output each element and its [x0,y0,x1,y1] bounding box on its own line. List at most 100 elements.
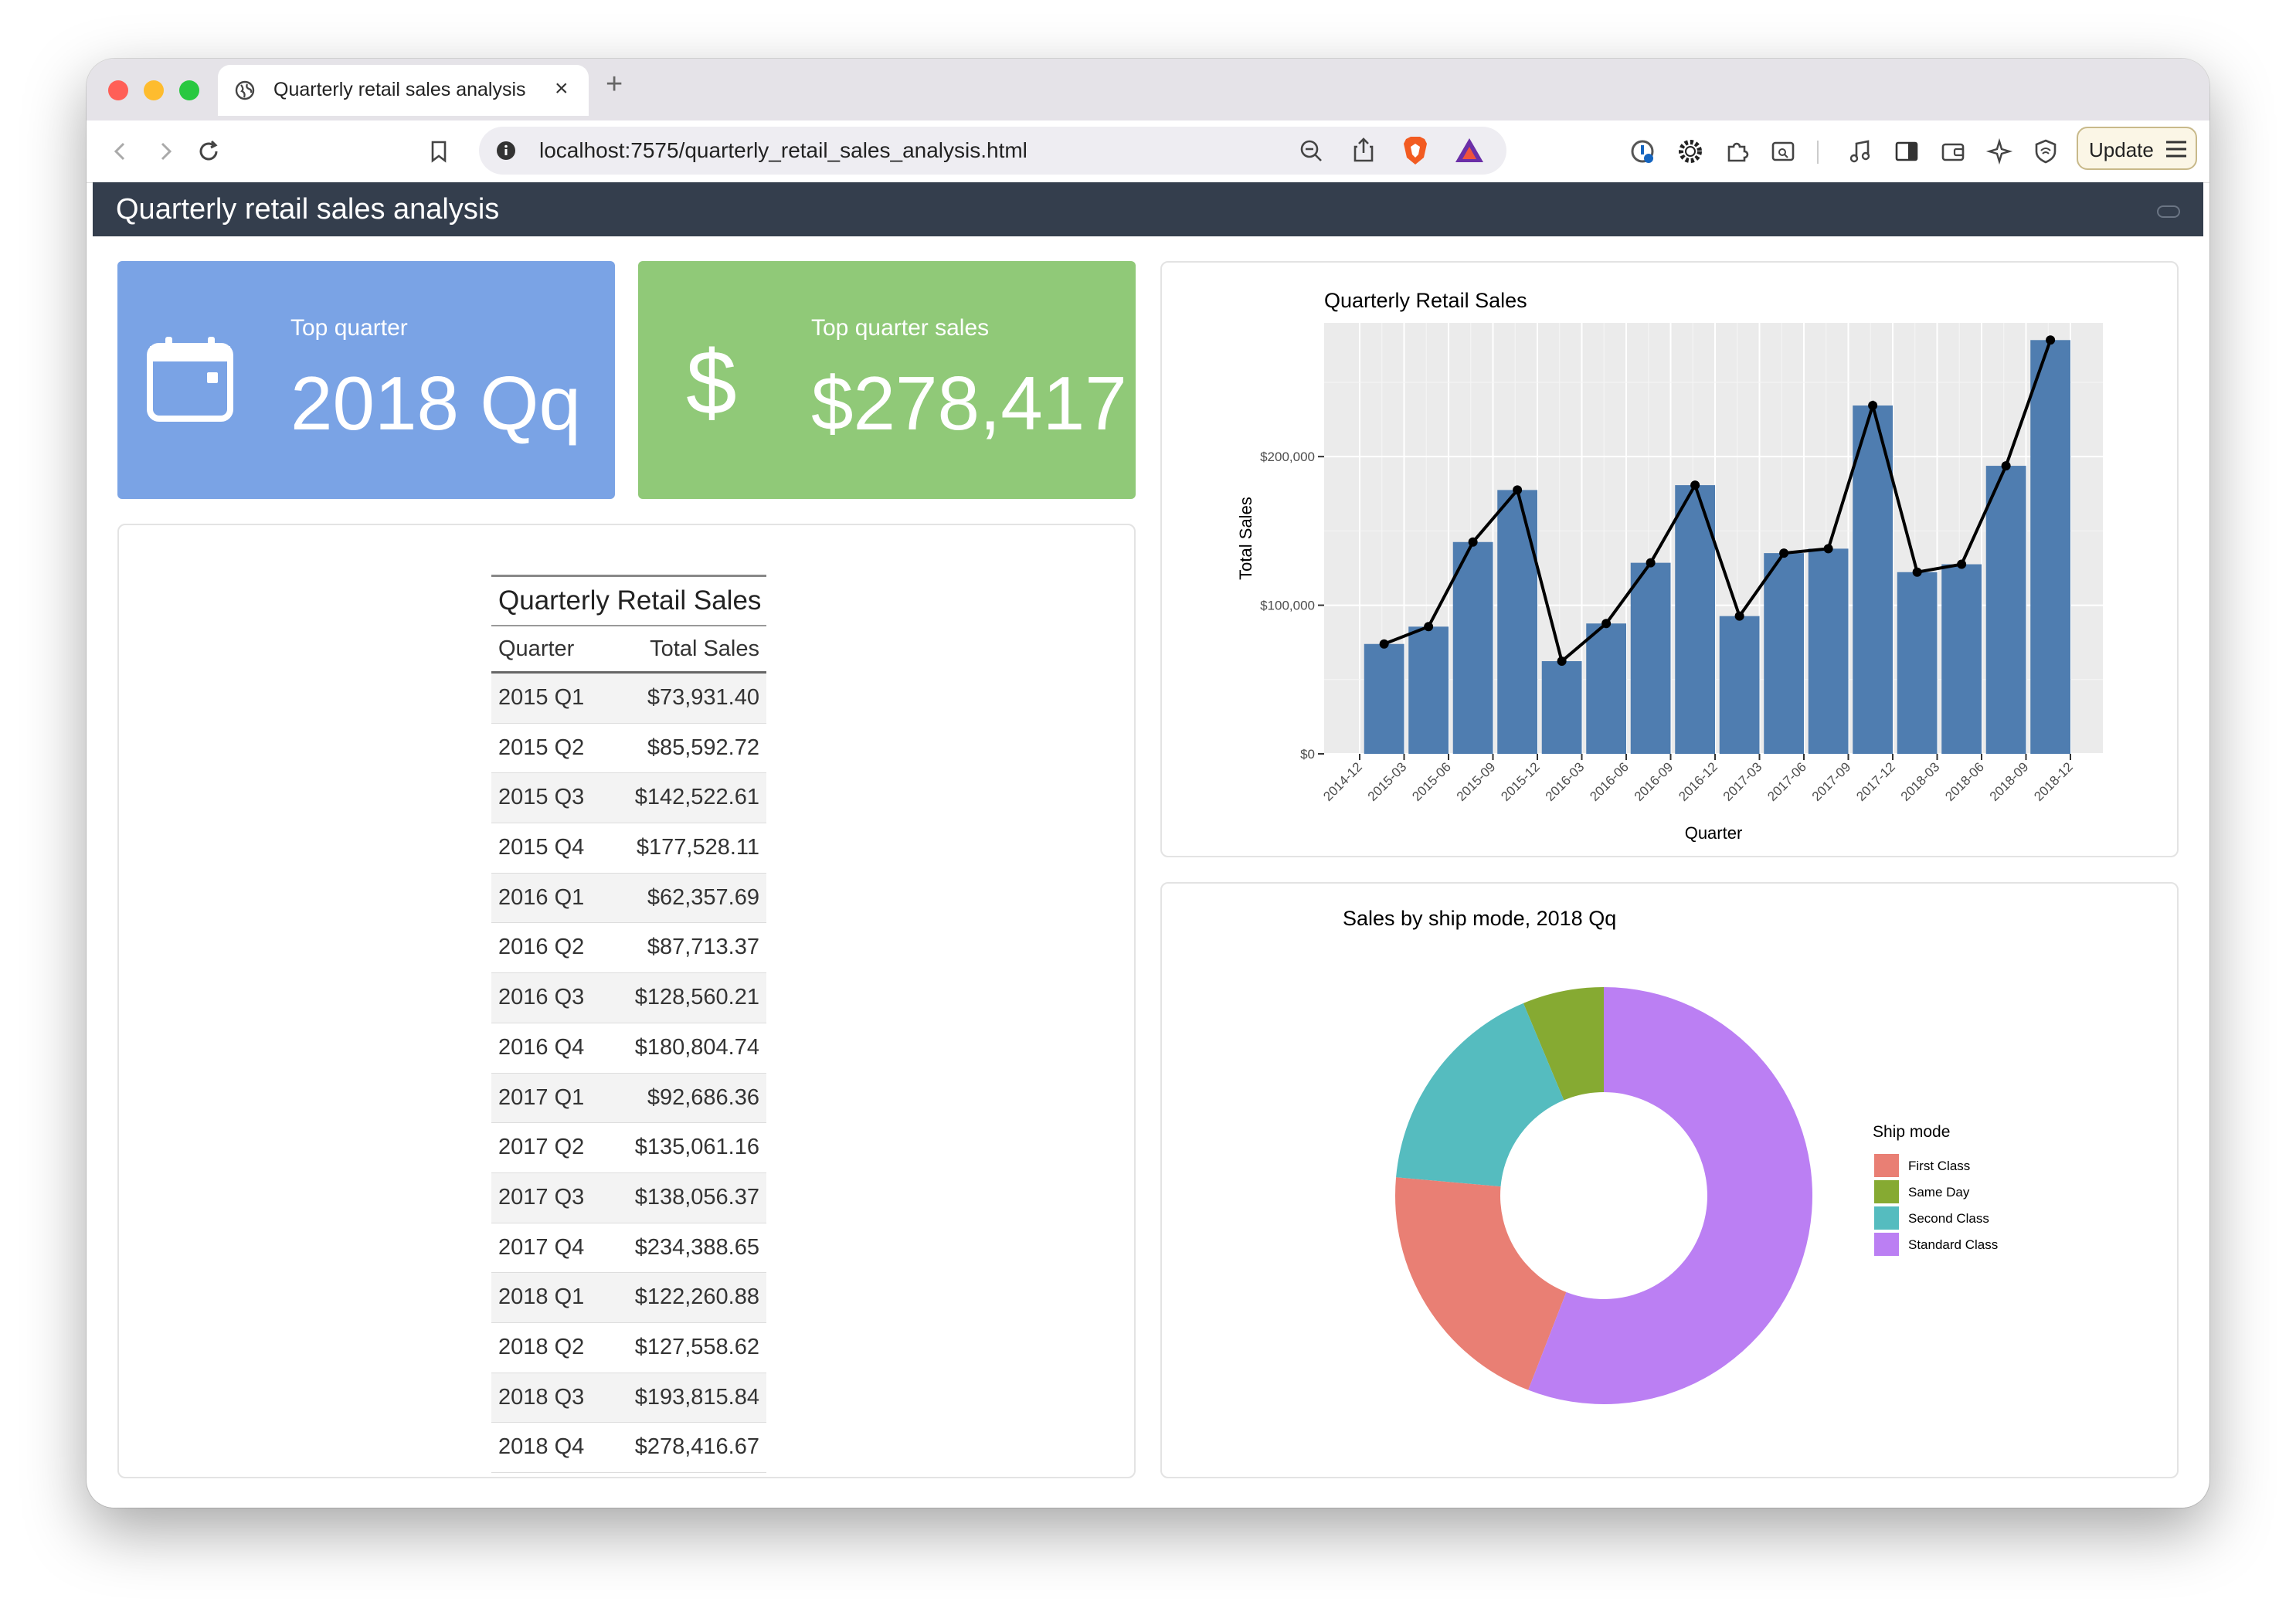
table-row: 2017 Q1 $92,686.36 [491,1073,766,1124]
x-tick-label: 2015-03 [1365,759,1410,804]
update-label: Update [2089,138,2154,161]
forward-icon[interactable] [151,137,179,165]
table-row: 2016 Q4 $180,804.74 [491,1023,766,1074]
extensions-icon[interactable] [1723,137,1751,165]
data-point [1424,622,1434,632]
update-button[interactable]: Update [2077,127,2197,170]
data-point [1557,657,1567,667]
sidebar-icon[interactable] [1893,137,1921,165]
dashboard-title: Quarterly retail sales analysis [116,193,500,226]
column-header-quarter[interactable]: Quarter [498,636,575,661]
data-point [1601,619,1612,629]
bar-chart-card: $0 $100,000 $200,000 2014-12 2015-03 2015-06 2… [1160,261,2179,857]
sales-table: Quarterly Retail Sales Quarter Total Sal… [491,575,766,1473]
brave-shield-icon[interactable] [1400,134,1431,167]
reload-icon[interactable] [195,137,222,165]
x-tick-label: 2015-12 [1498,759,1543,804]
cell-total-sales: $92,686.36 [647,1084,759,1110]
bar [1764,553,1804,754]
donut-chart-card: Sales by ship mode, 2018 Qq Ship mode Firs… [1160,882,2179,1478]
cell-total-sales: $193,815.84 [634,1384,759,1410]
table-row: 2016 Q3 $128,560.21 [491,973,766,1023]
globe-icon [235,80,255,100]
table-row: 2017 Q3 $138,056.37 [491,1172,766,1223]
x-tick-label: 2018-12 [2031,759,2076,804]
cell-quarter: 2016 Q4 [498,1034,585,1060]
data-point [1734,611,1744,621]
cell-quarter: 2016 Q1 [498,884,585,910]
settings-icon[interactable] [1676,137,1704,165]
page-content: Quarterly retail sales analysis Top quar… [93,182,2203,1508]
cell-total-sales: $122,260.88 [634,1284,759,1310]
cell-quarter: 2016 Q3 [498,985,585,1010]
pie-slice [1396,1003,1564,1187]
vpn-icon[interactable] [2032,137,2060,165]
new-tab-button[interactable]: + [606,68,623,100]
leo-ai-icon[interactable] [1985,137,2013,165]
wallet-icon[interactable] [1939,137,1967,165]
x-tick-label: 2016-09 [1632,759,1676,804]
value-box-label: Top quarter sales [811,315,990,341]
browser-tab[interactable]: Quarterly retail sales analysis × [218,65,589,116]
chart-title: Quarterly Retail Sales [1324,289,1527,312]
cell-quarter: 2015 Q3 [498,785,585,810]
reader-icon[interactable] [1769,137,1797,165]
x-tick-label: 2018-03 [1898,759,1943,804]
share-icon[interactable] [1350,136,1377,164]
data-point [1823,544,1833,554]
cell-quarter: 2016 Q2 [498,935,585,960]
bookmark-icon[interactable] [425,137,453,165]
y-tick-label: $100,000 [1260,599,1315,613]
legend-swatch [1874,1154,1899,1177]
x-tick-label: 2018-06 [1942,759,1987,804]
x-tick-label: 2015-09 [1454,759,1499,804]
x-tick-label: 2016-06 [1587,759,1632,804]
bar [1808,548,1849,754]
legend-label: Second Class [1908,1211,1989,1226]
tab-close-icon[interactable]: × [555,76,569,101]
bar [1541,661,1582,754]
site-info-icon[interactable] [496,141,516,161]
close-window-button[interactable] [108,80,128,100]
data-point [2046,335,2056,345]
cell-total-sales: $85,592.72 [647,735,759,760]
brave-rewards-icon[interactable] [1454,136,1485,165]
cell-total-sales: $135,061.16 [634,1135,759,1160]
minimize-window-button[interactable] [144,80,164,100]
legend-label: Same Day [1908,1185,1970,1200]
password-manager-icon[interactable] [1629,137,1656,165]
value-box-value: 2018 Qq [290,361,581,446]
data-point [1379,639,1389,649]
data-point [1690,480,1700,490]
tab-strip: Quarterly retail sales analysis × + [87,59,2209,120]
cell-total-sales: $128,560.21 [634,985,759,1010]
data-point [1468,537,1478,547]
x-tick-label: 2017-09 [1809,759,1854,804]
cell-total-sales: $142,522.61 [634,785,759,810]
table-row: 2018 Q4 $278,416.67 [491,1423,766,1473]
bar [1675,485,1715,754]
bar [1452,541,1493,754]
bar [1985,466,2026,754]
cell-quarter: 2017 Q4 [498,1234,585,1260]
data-point [1513,485,1523,495]
cell-total-sales: $177,528.11 [636,835,759,860]
zoom-out-icon[interactable] [1298,137,1324,164]
legend-swatch [1874,1206,1899,1230]
x-tick-label: 2017-12 [1853,759,1898,804]
data-point [1779,548,1789,558]
pie-slice [1395,1177,1567,1390]
zoom-window-button[interactable] [179,80,199,100]
bar [2030,340,2070,754]
data-point [1868,401,1878,411]
music-icon[interactable] [1846,137,1874,165]
address-bar[interactable]: localhost:7575/quarterly_retail_sales_an… [479,127,1506,175]
cell-total-sales: $278,416.67 [634,1434,759,1460]
navbar-toggle-icon[interactable] [2157,205,2180,218]
data-point [1912,567,1922,577]
x-tick-label: 2014-12 [1320,759,1365,804]
column-header-total-sales[interactable]: Total Sales [650,636,759,661]
cell-total-sales: $180,804.74 [634,1034,759,1060]
legend-title: Ship mode [1873,1123,1950,1141]
back-icon[interactable] [107,137,134,165]
